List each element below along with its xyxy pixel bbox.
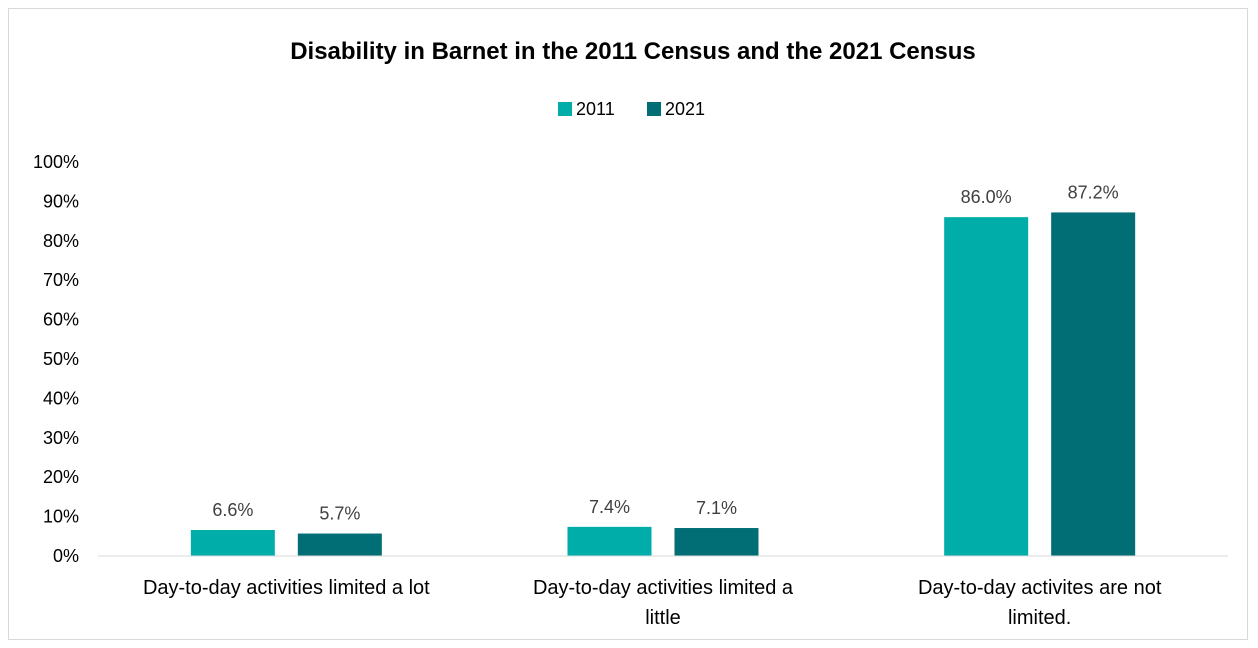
legend-swatch-2021 (647, 102, 661, 116)
data-label: 7.1% (696, 498, 737, 518)
data-label: 6.6% (212, 500, 253, 520)
y-tick-label: 20% (43, 467, 79, 487)
y-tick-label: 70% (43, 270, 79, 290)
y-tick-label: 40% (43, 388, 79, 408)
y-axis: 0% 10% 20% 30% 40% 50% 60% 70% 80% 90% 100% (33, 152, 79, 566)
chart-title: Disability in Barnet in the 2011 Census … (290, 38, 976, 65)
y-tick-label: 30% (43, 428, 79, 448)
category-label: Day-to-day activities limited a lot (143, 577, 430, 599)
x-axis: Day-to-day activities limited a lot Day-t… (98, 555, 1228, 629)
bar-2021 (297, 533, 382, 556)
data-label: 7.4% (589, 497, 630, 517)
y-tick-label: 10% (43, 507, 79, 527)
y-tick-label: 80% (43, 231, 79, 251)
bar-2021 (1051, 212, 1136, 556)
y-tick-label: 60% (43, 310, 79, 330)
data-label: 5.7% (319, 504, 360, 524)
legend-label-2011: 2011 (576, 99, 615, 119)
y-tick-label: 50% (43, 349, 79, 369)
data-label: 87.2% (1068, 182, 1119, 202)
legend-swatch-2011 (558, 102, 572, 116)
bar-2021 (674, 528, 759, 556)
bars: 6.6% 5.7% 7.4% 7.1% 86.0% 87.2% (190, 182, 1136, 556)
y-tick-label: 0% (53, 546, 79, 566)
bar-2011 (567, 526, 652, 556)
y-tick-label: 100% (33, 152, 79, 172)
bar-2011 (190, 529, 275, 556)
category-label: Day-to-day activities limited a little (533, 577, 794, 629)
y-tick-label: 90% (43, 191, 79, 211)
category-label: Day-to-day activites are not limited. (918, 577, 1162, 629)
legend: 2011 2021 (558, 99, 705, 119)
bar-2011 (944, 217, 1029, 556)
legend-label-2021: 2021 (665, 99, 705, 119)
data-label: 86.0% (961, 187, 1012, 207)
